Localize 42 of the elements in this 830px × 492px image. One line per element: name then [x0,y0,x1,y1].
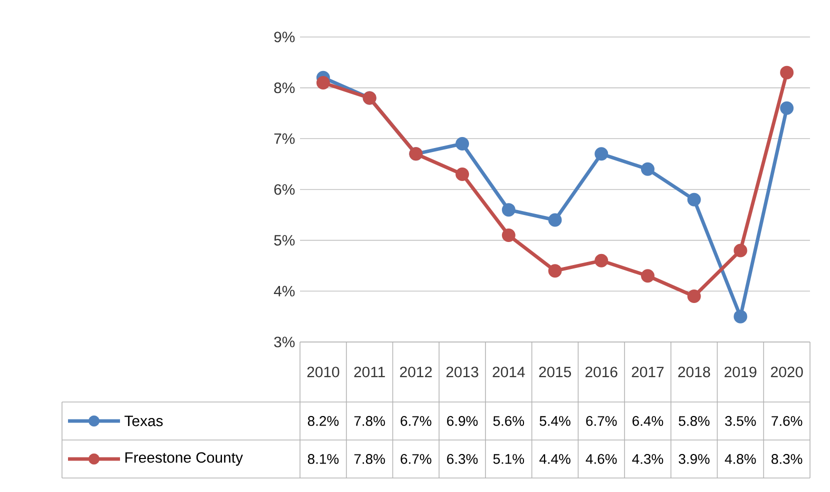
x-tick-label: 2020 [770,366,803,378]
data-label: 6.3% [447,454,478,464]
y-tick-label: 6% [274,184,295,195]
legend-label: Freestone County [125,452,243,466]
x-tick-label: 2010 [307,366,340,378]
x-tick-label: 2016 [585,366,618,378]
data-label: 5.1% [493,454,524,464]
data-label: 4.3% [632,454,664,464]
data-label: 5.8% [678,416,710,426]
data-label: 3.9% [678,454,710,464]
data-label: 5.6% [493,416,524,426]
data-label: 6.7% [400,454,432,464]
data-label: 5.4% [540,416,570,426]
x-tick-label: 2013 [446,366,478,378]
y-tick-label: 7% [274,133,295,144]
data-label: 6.4% [632,416,664,426]
y-tick-label: 8% [274,82,295,94]
data-label: 8.2% [308,416,339,426]
x-tick-label: 2011 [354,366,385,378]
y-tick-label: 4% [274,286,295,296]
y-tick-label: 3% [274,336,295,348]
data-label: 6.7% [586,416,617,426]
data-label: 4.4% [539,454,570,464]
data-label: 7.6% [772,416,802,426]
data-label: 8.1% [308,454,339,464]
data-label: 8.3% [772,454,802,464]
x-tick-label: 2017 [632,366,664,378]
y-tick-label: 5% [274,235,295,246]
data-label: 7.8% [354,416,385,426]
data-label: 6.9% [447,416,478,426]
data-label: 3.5% [725,416,756,426]
data-label: 7.8% [354,454,385,464]
x-tick-label: 2019 [724,366,756,378]
data-label: 4.6% [586,454,617,464]
data-label: 4.8% [724,454,756,464]
legend-label: Texas [124,416,163,426]
data-label: 6.7% [400,416,432,426]
x-tick-label: 2015 [539,366,571,378]
x-tick-label: 2012 [400,366,432,378]
x-tick-label: 2018 [678,366,710,378]
x-tick-label: 2014 [492,366,525,378]
y-tick-label: 9% [274,32,295,42]
